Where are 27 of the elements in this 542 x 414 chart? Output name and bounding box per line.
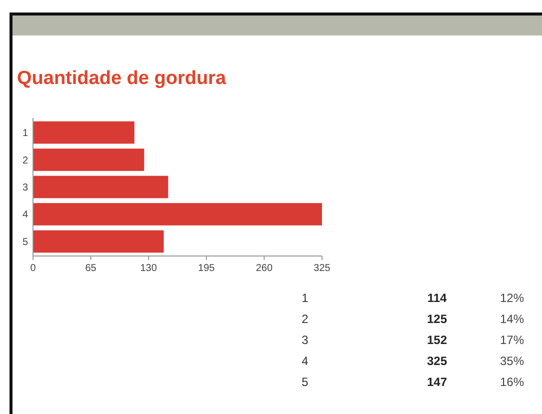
y-tick-label: 5	[22, 236, 28, 248]
text: 147	[426, 375, 448, 389]
category-label: 1	[302, 291, 308, 305]
text: 325	[426, 354, 448, 368]
text: 125	[426, 312, 448, 326]
x-tick-label: 65	[85, 263, 97, 274]
text: 16%	[500, 375, 524, 389]
y-tick-label: 2	[22, 155, 28, 166]
text: 12%	[500, 291, 524, 305]
x-tick-label: 0	[30, 263, 36, 274]
chart-title: Quantidade de gordura	[17, 68, 226, 89]
x-tick-label: 260	[256, 263, 273, 274]
text: 152	[426, 333, 448, 347]
category-label: 4	[302, 354, 308, 368]
category-label: 2	[302, 312, 308, 326]
text: 17%	[500, 333, 524, 347]
x-tick-label: 195	[198, 263, 216, 274]
x-tick-label: 325	[314, 263, 331, 274]
category-label: 5	[302, 375, 308, 389]
y-tick-label: 4	[22, 210, 28, 221]
category-label: 3	[302, 333, 308, 347]
text: 35%	[500, 354, 524, 368]
text: 114	[427, 291, 448, 305]
x-tick-label: 130	[140, 263, 158, 274]
text: 14%	[500, 312, 524, 326]
y-tick-label: 1	[22, 128, 28, 140]
y-tick-label: 3	[22, 182, 28, 194]
